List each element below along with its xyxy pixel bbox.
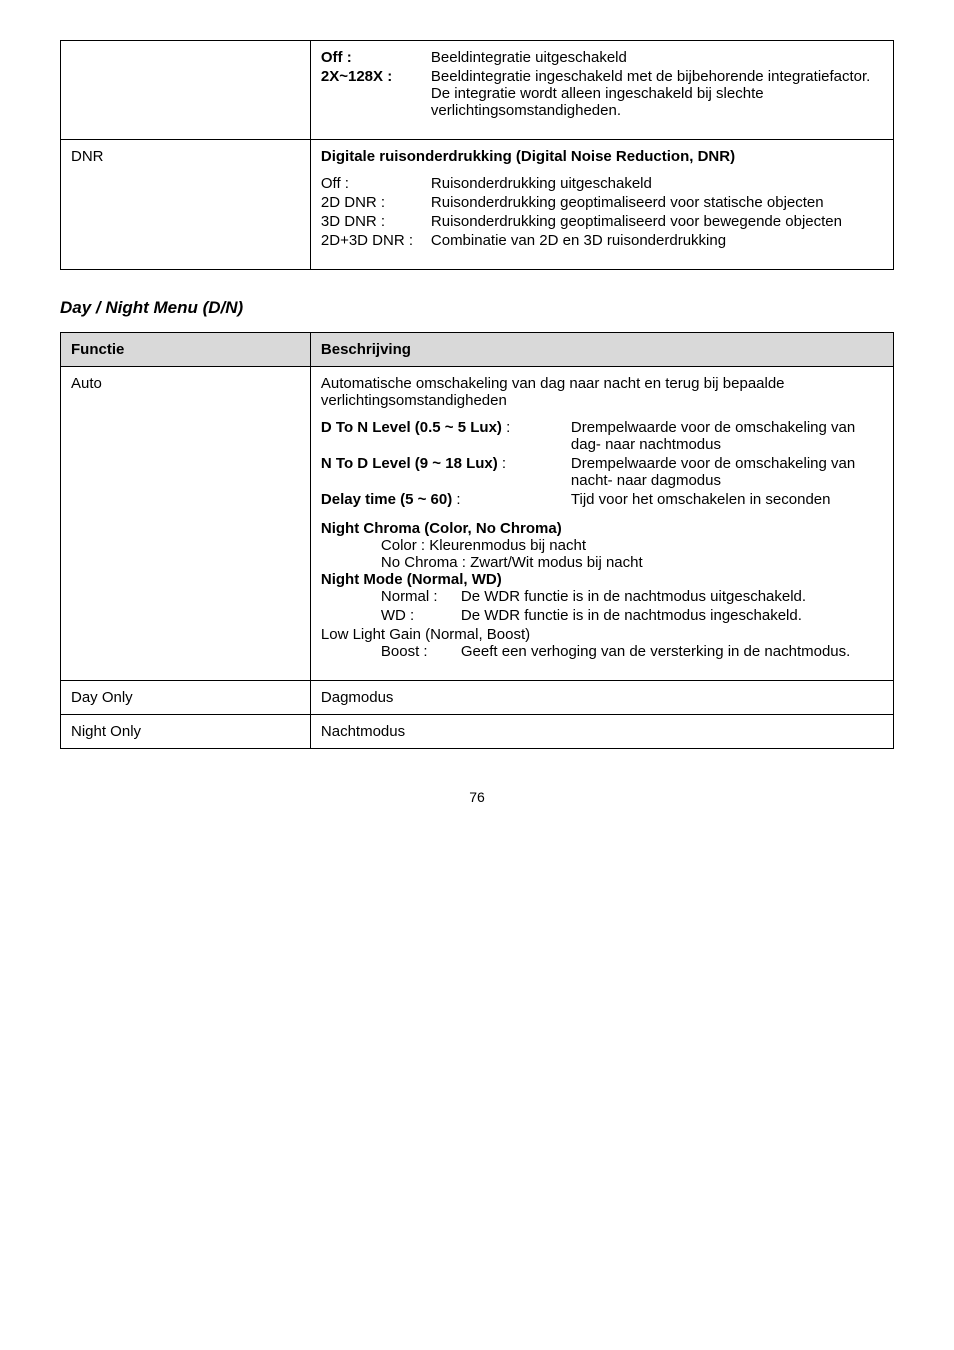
header-cell: Beschrijving: [310, 333, 893, 367]
kv-val: Ruisonderdrukking uitgeschakeld: [431, 175, 883, 192]
kv-key: 2D+3D DNR :: [321, 232, 431, 249]
night-chroma-line: Color : Kleurenmodus bij nacht: [381, 537, 883, 554]
param-row: N To D Level (9 ~ 18 Lux) : Drempelwaard…: [321, 455, 883, 489]
table-row: DNR Digitale ruisonderdrukking (Digital …: [61, 140, 894, 270]
kv-pair: 3D DNR : Ruisonderdrukking geoptimalisee…: [321, 213, 883, 230]
kv-pair: Off : Ruisonderdrukking uitgeschakeld: [321, 175, 883, 192]
kv-val: Beeldintegratie ingeschakeld met de bijb…: [431, 68, 883, 119]
cell-content: Automatische omschakeling van dag naar n…: [310, 367, 893, 681]
table-daynight: Functie Beschrijving Auto Automatische o…: [60, 332, 894, 749]
table-row: Night Only Nachtmodus: [61, 715, 894, 749]
kv-val: De WDR functie is in de nachtmodus inges…: [461, 607, 883, 624]
kv-val: Ruisonderdrukking geoptimaliseerd voor s…: [431, 194, 883, 211]
cell-empty: [61, 41, 311, 140]
kv-key: Off :: [321, 175, 431, 192]
night-mode-title: Night Mode (Normal, WD): [321, 571, 883, 588]
table-dnr: Off : Beeldintegratie uitgeschakeld 2X~1…: [60, 40, 894, 270]
section-heading: Day / Night Menu (D/N): [60, 298, 894, 318]
auto-intro: Automatische omschakeling van dag naar n…: [321, 375, 883, 409]
param-key: D To N Level (0.5 ~ 5 Lux) :: [321, 419, 571, 453]
param-key: N To D Level (9 ~ 18 Lux) :: [321, 455, 571, 489]
table-header: Functie Beschrijving: [61, 333, 894, 367]
cell-content: Off : Beeldintegratie uitgeschakeld 2X~1…: [310, 41, 893, 140]
cell-content: Dagmodus: [310, 681, 893, 715]
table-row: Off : Beeldintegratie uitgeschakeld 2X~1…: [61, 41, 894, 140]
cell-label: Day Only: [61, 681, 311, 715]
kv-val: Combinatie van 2D en 3D ruisonderdrukkin…: [431, 232, 883, 249]
param-val: Tijd voor het omschakelen in seconden: [571, 491, 883, 508]
param-row: D To N Level (0.5 ~ 5 Lux) : Drempelwaar…: [321, 419, 883, 453]
kv-val: Ruisonderdrukking geoptimaliseerd voor b…: [431, 213, 883, 230]
kv-key: 2D DNR :: [321, 194, 431, 211]
cell-label: Night Only: [61, 715, 311, 749]
kv-key: Off :: [321, 49, 431, 66]
low-light-title: Low Light Gain (Normal, Boost): [321, 626, 883, 643]
cell-label: Auto: [61, 367, 311, 681]
night-chroma-line: No Chroma : Zwart/Wit modus bij nacht: [381, 554, 883, 571]
kv-pair: Boost : Geeft een verhoging van de verst…: [381, 643, 883, 660]
low-light-block: Boost : Geeft een verhoging van de verst…: [381, 643, 883, 660]
night-mode-block: Normal : De WDR functie is in de nachtmo…: [381, 588, 883, 624]
table-row: Day Only Dagmodus: [61, 681, 894, 715]
kv-key: 2X~128X :: [321, 68, 431, 119]
kv-key: 3D DNR :: [321, 213, 431, 230]
kv-key: Normal :: [381, 588, 461, 605]
page-number: 76: [60, 789, 894, 805]
param-key: Delay time (5 ~ 60) :: [321, 491, 571, 508]
table-row: Auto Automatische omschakeling van dag n…: [61, 367, 894, 681]
kv-pair: WD : De WDR functie is in de nachtmodus …: [381, 607, 883, 624]
cell-label: DNR: [61, 140, 311, 270]
kv-key: Boost :: [381, 643, 461, 660]
kv-pair: Off : Beeldintegratie uitgeschakeld: [321, 49, 883, 66]
kv-pair: 2D+3D DNR : Combinatie van 2D en 3D ruis…: [321, 232, 883, 249]
cell-content: Digitale ruisonderdrukking (Digital Nois…: [310, 140, 893, 270]
cell-content: Nachtmodus: [310, 715, 893, 749]
param-val: Drempelwaarde voor de omschakeling van d…: [571, 419, 883, 453]
night-chroma-title: Night Chroma (Color, No Chroma): [321, 520, 883, 537]
param-val: Drempelwaarde voor de omschakeling van n…: [571, 455, 883, 489]
kv-val: Beeldintegratie uitgeschakeld: [431, 49, 883, 66]
kv-key: WD :: [381, 607, 461, 624]
cell-title: Digitale ruisonderdrukking (Digital Nois…: [321, 148, 883, 165]
kv-val: De WDR functie is in de nachtmodus uitge…: [461, 588, 883, 605]
param-row: Delay time (5 ~ 60) : Tijd voor het omsc…: [321, 491, 883, 508]
kv-pair: 2X~128X : Beeldintegratie ingeschakeld m…: [321, 68, 883, 119]
header-cell: Functie: [61, 333, 311, 367]
kv-pair: Normal : De WDR functie is in de nachtmo…: [381, 588, 883, 605]
kv-val: Geeft een verhoging van de versterking i…: [461, 643, 883, 660]
kv-pair: 2D DNR : Ruisonderdrukking geoptimalisee…: [321, 194, 883, 211]
